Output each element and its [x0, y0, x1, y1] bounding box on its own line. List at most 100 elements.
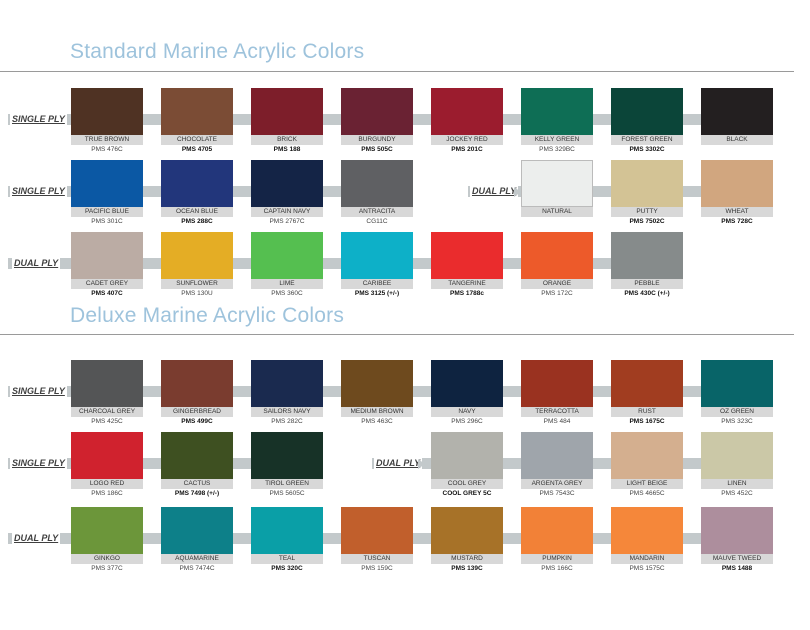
color-name: SUNFLOWER: [161, 279, 233, 289]
color-swatch[interactable]: RUST PMS 1675C: [611, 360, 683, 426]
color-chip[interactable]: [521, 432, 593, 479]
color-swatch[interactable]: ORANGE PMS 172C: [521, 232, 593, 298]
color-swatch[interactable]: NATURAL: [521, 160, 593, 217]
color-swatch[interactable]: MANDARIN PMS 1575C: [611, 507, 683, 573]
color-chip[interactable]: [251, 432, 323, 479]
color-chip[interactable]: [431, 232, 503, 279]
color-chip[interactable]: [701, 360, 773, 407]
color-name: MANDARIN: [611, 554, 683, 564]
color-chip[interactable]: [521, 160, 593, 207]
color-chip[interactable]: [251, 160, 323, 207]
color-chip[interactable]: [701, 88, 773, 135]
color-chip[interactable]: [521, 88, 593, 135]
color-swatch[interactable]: GINKGO PMS 377C: [71, 507, 143, 573]
color-chip[interactable]: [251, 232, 323, 279]
color-swatch[interactable]: TIROL GREEN PMS 5605C: [251, 432, 323, 498]
color-name: LIGHT BEIGE: [611, 479, 683, 489]
color-name: NATURAL: [521, 207, 593, 217]
color-swatch[interactable]: CADET GREY PMS 407C: [71, 232, 143, 298]
color-chip[interactable]: [431, 88, 503, 135]
pms-code: PMS 463C: [361, 418, 393, 425]
color-chip[interactable]: [71, 507, 143, 554]
color-swatch[interactable]: LINEN PMS 452C: [701, 432, 773, 498]
color-chip[interactable]: [71, 88, 143, 135]
color-swatch[interactable]: WHEAT PMS 728C: [701, 160, 773, 226]
color-swatch[interactable]: AQUAMARINE PMS 7474C: [161, 507, 233, 573]
pms-code: PMS 186C: [91, 490, 123, 497]
color-swatch[interactable]: GINGERBREAD PMS 499C: [161, 360, 233, 426]
color-swatch[interactable]: BURGUNDY PMS 505C: [341, 88, 413, 154]
color-chip[interactable]: [341, 88, 413, 135]
color-swatch[interactable]: FOREST GREEN PMS 3302C: [611, 88, 683, 154]
color-swatch[interactable]: LOGO RED PMS 186C: [71, 432, 143, 498]
color-swatch[interactable]: SUNFLOWER PMS 130U: [161, 232, 233, 298]
color-swatch[interactable]: Tangerine PMS 1788c: [431, 232, 503, 298]
color-chip[interactable]: [161, 160, 233, 207]
color-swatch[interactable]: LIME PMS 360C: [251, 232, 323, 298]
color-swatch[interactable]: PEBBLE PMS 430C (+/-): [611, 232, 683, 298]
color-swatch[interactable]: KELLY GREEN PMS 329BC: [521, 88, 593, 154]
color-chip[interactable]: [71, 160, 143, 207]
pms-code: PMS 139C: [451, 565, 483, 572]
color-swatch[interactable]: SAILORS NAVY PMS 282C: [251, 360, 323, 426]
arrow-icon: [514, 187, 521, 197]
color-chip[interactable]: [611, 360, 683, 407]
pms-code: PMS 360C: [271, 290, 303, 297]
color-chip[interactable]: [611, 160, 683, 207]
color-swatch[interactable]: TUSCAN PMS 159C: [341, 507, 413, 573]
color-chip[interactable]: [341, 160, 413, 207]
color-swatch[interactable]: MUSTARD PMS 139C: [431, 507, 503, 573]
color-swatch[interactable]: LIGHT BEIGE PMS 4665C: [611, 432, 683, 498]
color-swatch[interactable]: CHARCOAL GREY PMS 425C: [71, 360, 143, 426]
color-chip[interactable]: [161, 232, 233, 279]
color-chip[interactable]: [431, 507, 503, 554]
color-swatch[interactable]: OZ GREEN PMS 323C: [701, 360, 773, 426]
color-swatch[interactable]: MAUVE TWEED PMS 1488: [701, 507, 773, 573]
color-chip[interactable]: [71, 432, 143, 479]
color-chip[interactable]: [521, 232, 593, 279]
color-chip[interactable]: [521, 360, 593, 407]
color-chip[interactable]: [251, 88, 323, 135]
color-chip[interactable]: [341, 507, 413, 554]
color-swatch[interactable]: PUMPKIN PMS 166C: [521, 507, 593, 573]
color-swatch[interactable]: TRUE BROWN PMS 476C: [71, 88, 143, 154]
color-swatch[interactable]: NAVY PMS 296C: [431, 360, 503, 426]
color-chip[interactable]: [701, 507, 773, 554]
color-swatch[interactable]: COOL GREY COOL GREY 5C: [431, 432, 503, 498]
color-swatch[interactable]: Caribee PMS 3125 (+/-): [341, 232, 413, 298]
color-swatch[interactable]: PACIFIC BLUE PMS 301C: [71, 160, 143, 226]
color-swatch[interactable]: ANTRACITA CG11C: [341, 160, 413, 226]
color-chip[interactable]: [161, 88, 233, 135]
color-swatch[interactable]: CHOCOLATE PMS 4705: [161, 88, 233, 154]
color-chip[interactable]: [431, 432, 503, 479]
color-chip[interactable]: [341, 232, 413, 279]
color-chip[interactable]: [701, 160, 773, 207]
color-swatch[interactable]: CAPTAIN NAVY PMS 2767C: [251, 160, 323, 226]
color-name: ARGENTA GREY: [521, 479, 593, 489]
color-chip[interactable]: [521, 507, 593, 554]
color-chip[interactable]: [71, 232, 143, 279]
color-swatch[interactable]: ARGENTA GREY PMS 7543C: [521, 432, 593, 498]
color-chip[interactable]: [161, 432, 233, 479]
color-swatch[interactable]: CACTUS PMS 7498 (+/-): [161, 432, 233, 498]
color-swatch[interactable]: MEDIUM BROWN PMS 463C: [341, 360, 413, 426]
color-chip[interactable]: [611, 432, 683, 479]
color-chip[interactable]: [701, 432, 773, 479]
color-chip[interactable]: [161, 507, 233, 554]
color-swatch[interactable]: JOCKEY RED PMS 201C: [431, 88, 503, 154]
color-chip[interactable]: [251, 507, 323, 554]
color-chip[interactable]: [611, 507, 683, 554]
color-swatch[interactable]: BLACK: [701, 88, 773, 145]
color-chip[interactable]: [251, 360, 323, 407]
color-swatch[interactable]: PUTTY PMS 7502C: [611, 160, 683, 226]
color-swatch[interactable]: OCEAN BLUE PMS 288C: [161, 160, 233, 226]
color-chip[interactable]: [71, 360, 143, 407]
color-swatch[interactable]: TEAL PMS 320C: [251, 507, 323, 573]
color-chip[interactable]: [431, 360, 503, 407]
color-chip[interactable]: [611, 232, 683, 279]
color-chip[interactable]: [161, 360, 233, 407]
color-chip[interactable]: [611, 88, 683, 135]
color-swatch[interactable]: BRICK PMS 188: [251, 88, 323, 154]
color-chip[interactable]: [341, 360, 413, 407]
color-swatch[interactable]: TERRACOTTA PMS 484: [521, 360, 593, 426]
